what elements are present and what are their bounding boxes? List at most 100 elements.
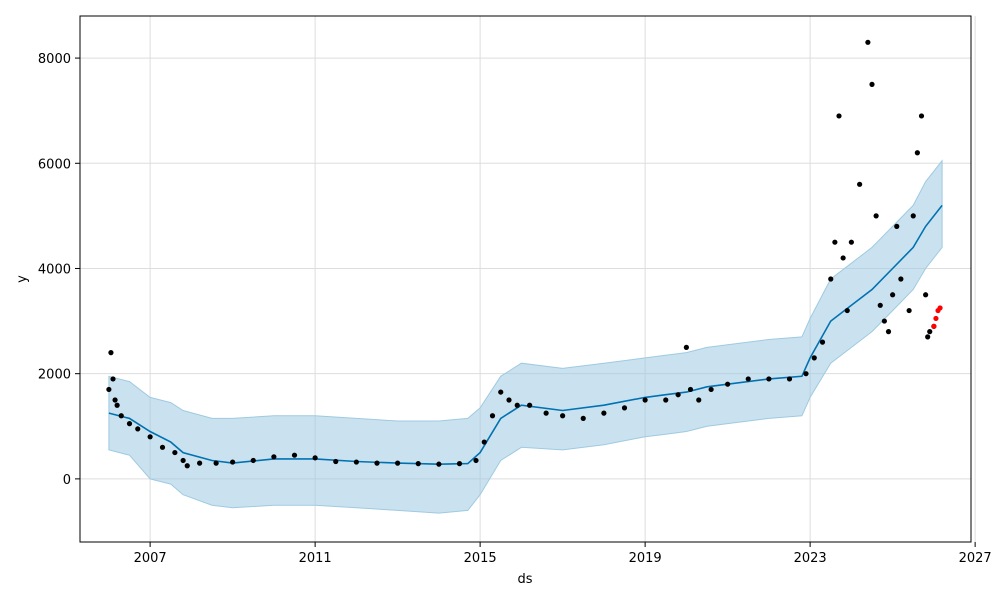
- actual-point: [395, 460, 401, 466]
- actual-point: [918, 113, 925, 119]
- actual-point: [473, 457, 479, 464]
- actual-point: [869, 81, 875, 87]
- actual-point: [172, 449, 178, 456]
- x-tick-label: 2027: [959, 551, 992, 566]
- actual-point: [621, 405, 628, 411]
- actual-point: [925, 334, 931, 340]
- actual-point: [180, 457, 186, 464]
- actual-point: [745, 376, 751, 382]
- actual-point: [415, 461, 421, 467]
- uncertainty-band: [108, 159, 943, 514]
- actual-point: [118, 413, 124, 419]
- actual-point: [498, 389, 504, 395]
- actual-point: [527, 402, 533, 408]
- actual-point: [786, 376, 793, 382]
- actual-point: [197, 460, 203, 466]
- actual-point: [885, 329, 892, 335]
- actual-point: [506, 397, 512, 403]
- actual-point: [110, 376, 116, 382]
- actual-point: [159, 444, 166, 450]
- x-axis: 2007 2011 2015 2019 2023 2027: [134, 542, 992, 566]
- actual-point: [832, 239, 838, 245]
- actual-point: [291, 452, 298, 458]
- x-tick-label: 2015: [464, 551, 497, 566]
- actual-point: [836, 113, 842, 119]
- x-tick-label: 2023: [794, 551, 827, 566]
- actual-point: [857, 181, 863, 187]
- test-point: [937, 305, 943, 311]
- actual-point: [543, 410, 549, 416]
- actual-point: [642, 397, 648, 403]
- actual-point: [114, 402, 120, 408]
- x-tick-label: 2007: [134, 551, 167, 566]
- y-tick-label: 0: [63, 473, 71, 488]
- test-points-layer: [931, 305, 943, 329]
- actual-point: [126, 421, 133, 427]
- x-tick-label: 2019: [629, 551, 662, 566]
- actual-point: [906, 307, 912, 314]
- actual-point: [147, 434, 153, 440]
- actual-point: [106, 386, 112, 393]
- actual-point: [708, 386, 714, 393]
- actual-point: [312, 455, 318, 461]
- actual-point: [601, 410, 607, 416]
- actual-point: [848, 239, 854, 245]
- actual-point: [353, 459, 359, 465]
- actual-point: [456, 461, 463, 467]
- actual-point: [923, 292, 929, 298]
- actual-point: [811, 355, 817, 361]
- actual-point: [803, 371, 809, 377]
- y-tick-label: 2000: [38, 368, 71, 383]
- y-axis: 0 2000 4000 6000 8000: [38, 52, 80, 488]
- actual-point: [687, 386, 694, 393]
- y-axis-label: y: [15, 275, 30, 283]
- actual-point: [696, 397, 702, 403]
- actual-point: [865, 39, 871, 45]
- x-tick-label: 2011: [299, 551, 332, 566]
- actual-point: [108, 350, 114, 356]
- actual-point: [663, 397, 669, 403]
- y-tick-label: 6000: [38, 157, 71, 172]
- uncertainty-band-layer: [108, 159, 943, 514]
- forecast-line-layer: [108, 204, 943, 466]
- actual-point: [213, 460, 219, 466]
- actual-point: [135, 426, 141, 432]
- actual-point: [840, 255, 846, 261]
- actual-point: [230, 459, 236, 465]
- y-tick-label: 4000: [38, 262, 71, 277]
- actual-point: [184, 463, 190, 469]
- actual-point: [271, 454, 277, 460]
- test-point: [933, 315, 939, 322]
- actual-point: [481, 439, 487, 445]
- actual-point: [725, 381, 731, 387]
- actual-point: [675, 392, 681, 398]
- y-tick-label: 8000: [38, 52, 71, 67]
- actual-point: [914, 150, 920, 156]
- forecast-line: [108, 204, 943, 466]
- actual-point: [927, 329, 933, 335]
- plot-frame: [79, 15, 972, 543]
- actual-point: [112, 397, 118, 403]
- actual-point: [881, 318, 887, 324]
- actual-point: [890, 292, 896, 298]
- actual-point: [819, 339, 826, 345]
- x-axis-label: ds: [517, 572, 532, 587]
- actual-point: [828, 276, 834, 282]
- actual-point: [766, 376, 772, 382]
- actual-point: [898, 276, 904, 282]
- actual-point: [514, 402, 520, 408]
- actual-point: [560, 413, 566, 419]
- actual-point: [683, 344, 689, 350]
- actual-point: [374, 460, 380, 466]
- actual-point: [844, 307, 850, 314]
- actual-point: [580, 415, 586, 421]
- actual-point: [436, 461, 442, 467]
- actual-point: [873, 213, 879, 219]
- actual-point: [489, 413, 496, 419]
- actual-point: [910, 213, 916, 219]
- actual-point: [894, 223, 900, 229]
- actual-point: [877, 302, 883, 308]
- actual-point: [250, 457, 256, 464]
- test-point: [931, 323, 937, 329]
